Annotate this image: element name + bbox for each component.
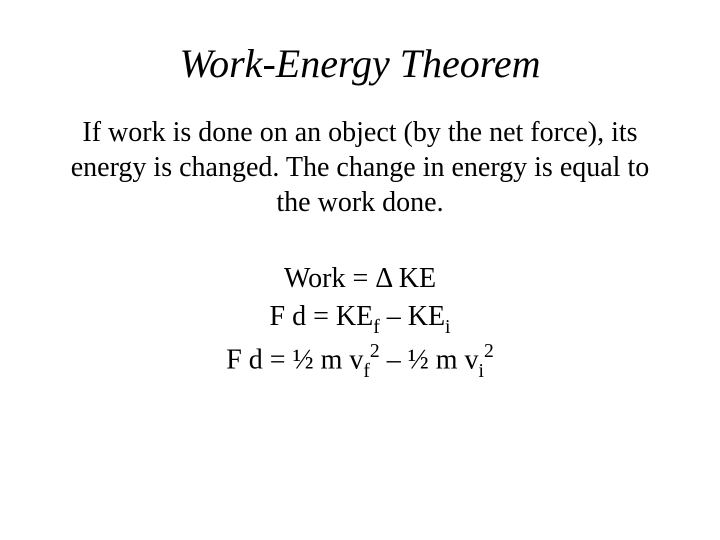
eq3-sub-f: f bbox=[363, 361, 370, 382]
eq1-rhs: KE bbox=[392, 263, 436, 294]
eq2-sub-f: f bbox=[373, 317, 380, 338]
body-paragraph: If work is done on an object (by the net… bbox=[50, 115, 670, 220]
slide-title: Work-Energy Theorem bbox=[50, 40, 670, 87]
eq2-sub-i: i bbox=[445, 317, 450, 338]
eq3-lhs: F d = ½ m v bbox=[226, 344, 363, 375]
eq2-mid: – KE bbox=[380, 301, 445, 332]
eq3-sup-f: 2 bbox=[370, 341, 380, 362]
equation-3: F d = ½ m vf2 – ½ m vi2 bbox=[50, 340, 670, 383]
equations-block: Work = Δ KE F d = KEf – KEi F d = ½ m vf… bbox=[50, 260, 670, 383]
eq3-sub-i: i bbox=[479, 361, 484, 382]
eq3-mid: – ½ m v bbox=[380, 344, 479, 375]
equation-2: F d = KEf – KEi bbox=[50, 298, 670, 340]
equation-1: Work = Δ KE bbox=[50, 260, 670, 298]
eq2-lhs: F d = KE bbox=[270, 301, 374, 332]
eq1-delta: Δ bbox=[375, 263, 391, 294]
eq1-lhs: Work = bbox=[284, 263, 375, 294]
eq3-sup-i: 2 bbox=[484, 341, 494, 362]
